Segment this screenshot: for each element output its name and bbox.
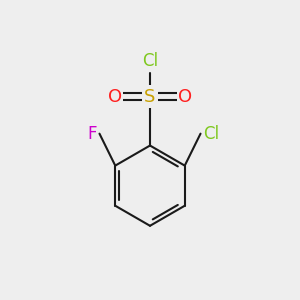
Text: Cl: Cl <box>142 52 158 70</box>
Text: Cl: Cl <box>203 125 220 143</box>
Text: O: O <box>108 88 122 106</box>
Text: O: O <box>178 88 192 106</box>
Text: S: S <box>144 88 156 106</box>
Text: F: F <box>87 125 97 143</box>
